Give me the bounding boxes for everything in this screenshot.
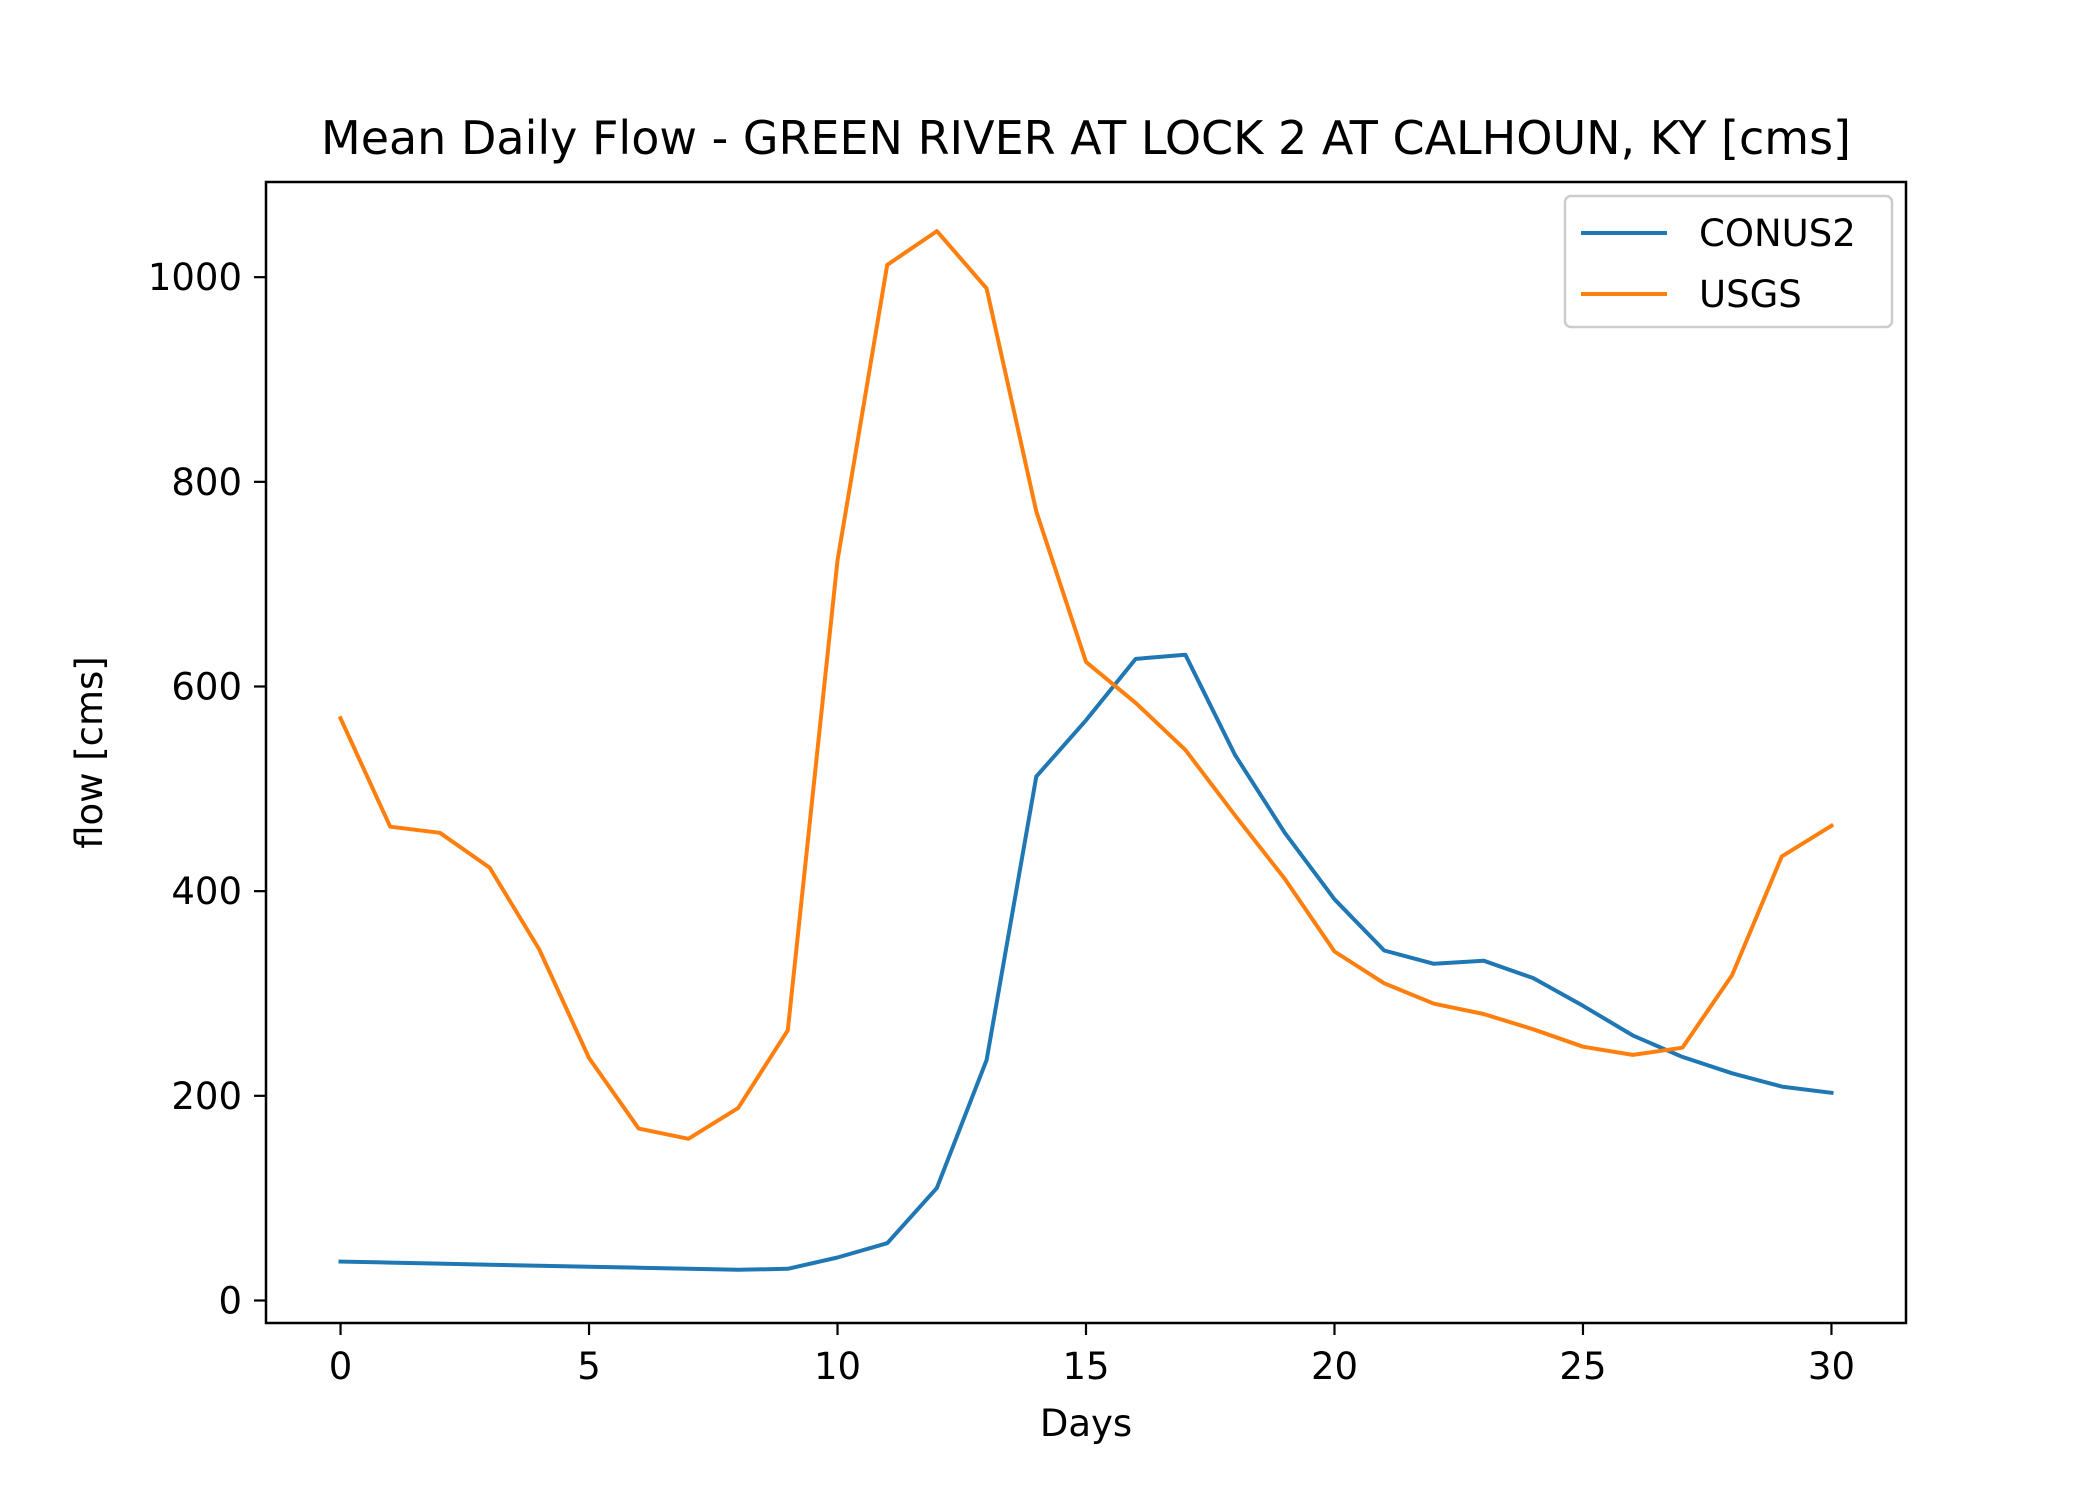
y-tick-label: 400 bbox=[171, 870, 242, 913]
y-tick-label: 600 bbox=[171, 665, 242, 708]
y-tick-label: 200 bbox=[171, 1075, 242, 1118]
series-line-conus2 bbox=[338, 652, 1834, 1272]
axis-ticks: 0 5 10 15 20 25 30 0 200 400 600 800 1000 bbox=[148, 256, 1855, 1388]
y-tick-label: 0 bbox=[218, 1279, 242, 1322]
x-tick-label: 0 bbox=[329, 1345, 353, 1388]
chart-title: Mean Daily Flow - GREEN RIVER AT LOCK 2 … bbox=[321, 111, 1851, 165]
x-tick-label: 20 bbox=[1311, 1345, 1358, 1388]
x-tick-label: 15 bbox=[1062, 1345, 1109, 1388]
y-axis-label: flow [cms] bbox=[68, 656, 111, 849]
series-line-usgs bbox=[337, 229, 1835, 1141]
x-tick-label: 25 bbox=[1559, 1345, 1606, 1388]
legend-label-conus2: CONUS2 bbox=[1699, 212, 1856, 255]
legend-label-usgs: USGS bbox=[1699, 273, 1802, 316]
plot-area-lines bbox=[337, 229, 1835, 1272]
x-tick-label: 30 bbox=[1808, 1345, 1855, 1388]
plot-frame bbox=[264, 180, 1908, 1325]
x-tick-label: 10 bbox=[814, 1345, 861, 1388]
y-tick-label: 1000 bbox=[148, 256, 242, 299]
x-tick-label: 5 bbox=[577, 1345, 601, 1388]
y-tick-label: 800 bbox=[171, 461, 242, 504]
x-axis-label: Days bbox=[1040, 1402, 1132, 1445]
legend: CONUS2 USGS bbox=[1563, 194, 1894, 329]
